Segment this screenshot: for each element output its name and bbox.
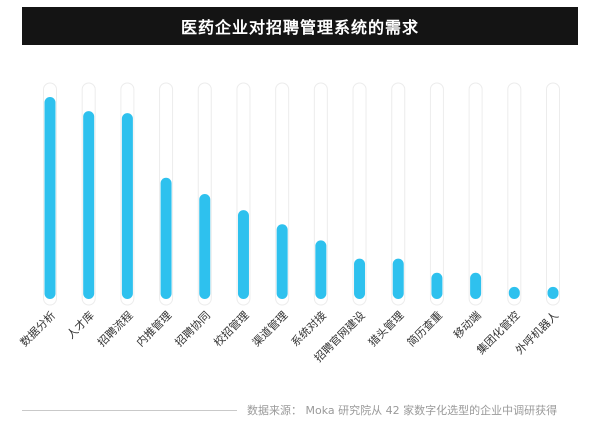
category-label: 渠道管理 [249, 308, 290, 349]
bar [392, 258, 404, 299]
bar-track [546, 82, 560, 306]
bar [508, 286, 520, 299]
bar [470, 272, 482, 299]
bar [547, 286, 559, 299]
bar [121, 113, 133, 299]
bar [237, 210, 249, 299]
bar [160, 177, 172, 299]
bar-track [352, 82, 367, 306]
footer-divider [22, 410, 237, 411]
category-label: 简历查重 [404, 308, 445, 349]
category-label: 移动端 [451, 309, 484, 342]
chart-title: 医药企业对招聘管理系统的需求 [22, 7, 578, 45]
bar-track [391, 82, 406, 306]
bar-track [468, 82, 483, 306]
category-label: 校招管理 [211, 308, 252, 349]
category-label: 猎头管理 [365, 308, 406, 349]
bar [354, 258, 366, 299]
category-label: 数据分析 [17, 308, 58, 349]
category-label: 招聘协同 [172, 308, 213, 349]
category-label: 系统对接 [288, 308, 329, 349]
category-label: 内推管理 [133, 308, 174, 349]
bar [276, 224, 288, 299]
bar [431, 272, 443, 299]
bars [44, 97, 559, 299]
category-labels: 数据分析 人才库招聘流程内推管理招聘协同校招管理渠道管理系统对接招聘官网建设猎头管… [17, 308, 561, 365]
category-label: 人才库 [64, 308, 97, 341]
bar [44, 97, 56, 299]
data-source-note: 数据来源： Moka 研究院从 42 家数字化选型的企业中调研获得 [247, 404, 558, 417]
bar [83, 111, 95, 299]
bar [315, 240, 327, 299]
bar-track [507, 82, 522, 306]
bar [199, 193, 211, 299]
category-label: 招聘流程 [94, 308, 135, 349]
bar-track [429, 82, 444, 306]
bar-tracks [43, 82, 560, 306]
